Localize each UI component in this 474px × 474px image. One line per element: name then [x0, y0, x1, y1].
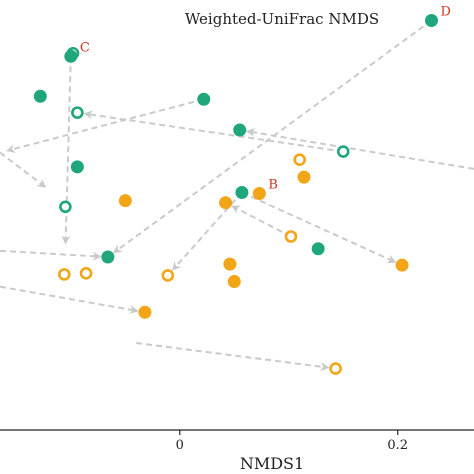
- point-13-orange-filled: [252, 187, 266, 200]
- point-21-orange-filled: [395, 258, 409, 272]
- x-axis-ticks: 0 0.2: [176, 430, 408, 453]
- point-7-green-filled: [233, 123, 247, 137]
- point-label-B: B: [268, 178, 278, 193]
- arrow-2: [61, 56, 72, 245]
- arrow-3: [5, 98, 205, 154]
- point-4-green-filled: [33, 89, 47, 103]
- point-23-orange-hollow: [57, 268, 71, 281]
- point-18-green-filled: [311, 242, 325, 256]
- point-12-green-filled: [235, 185, 249, 199]
- arrow-12: [136, 341, 330, 372]
- chart-title: Weighted-UniFrac NMDS: [185, 10, 379, 28]
- point-11-orange-filled: [297, 170, 311, 184]
- point-19-green-filled: [101, 250, 115, 264]
- point-10-green-filled: [70, 160, 84, 174]
- arrow-5: [83, 110, 344, 153]
- point-27-orange-hollow: [329, 362, 342, 375]
- point-8-green-hollow: [336, 145, 350, 158]
- x-axis-label: NMDS1: [240, 454, 304, 473]
- arrow-10: [0, 249, 102, 261]
- point-9-orange-hollow: [293, 153, 306, 167]
- point-17-orange-hollow: [284, 230, 298, 243]
- point-5-green-hollow: [71, 106, 84, 119]
- point-6-green-filled: [197, 92, 211, 106]
- x-tick-label: 0: [176, 438, 184, 453]
- point-labels-layer: C D B: [80, 4, 451, 192]
- point-15-orange-filled: [118, 194, 132, 208]
- point-2-green-filled: [64, 49, 78, 63]
- point-label-D: D: [441, 4, 451, 19]
- arrow-4: [0, 151, 47, 188]
- point-24-orange-hollow: [161, 269, 175, 282]
- arrow-6: [245, 128, 474, 170]
- point-16-green-hollow: [59, 200, 72, 214]
- point-label-C: C: [80, 40, 90, 55]
- point-3-green-filled: [425, 13, 439, 27]
- point-26-orange-filled: [138, 305, 152, 319]
- arrow-11: [0, 285, 139, 315]
- arrow-8: [231, 205, 292, 238]
- point-22-orange-hollow: [79, 267, 93, 280]
- arrow-9: [171, 191, 243, 271]
- point-14-orange-filled: [219, 196, 233, 210]
- points-layer: [33, 13, 439, 375]
- arrow-7: [241, 191, 397, 263]
- point-20-orange-filled: [223, 257, 237, 271]
- x-tick-label: 0.2: [387, 438, 408, 453]
- arrow-1: [112, 19, 433, 254]
- point-25-orange-filled: [227, 275, 241, 289]
